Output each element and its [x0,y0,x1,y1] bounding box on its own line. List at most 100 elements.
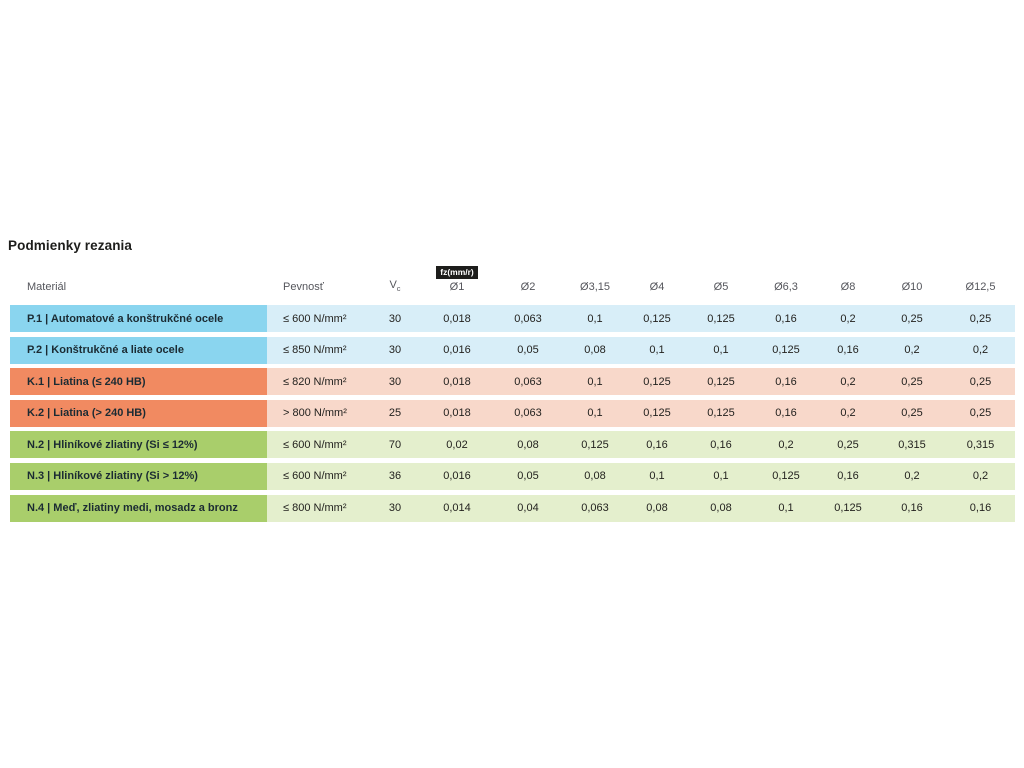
fz-cell: 0,2 [878,336,946,364]
fz-cell: 0,25 [878,305,946,332]
fz-cell: 0,25 [818,431,878,459]
table-row: K.2 | Liatina (> 240 HB) > 800 N/mm² 25 … [10,399,1015,427]
fz-cell: 0,16 [878,494,946,522]
material-cell: N.3 | Hliníkové zliatiny (Si > 12%) [10,462,267,490]
fz-cell: 0,125 [688,368,754,396]
material-cell: P.2 | Konštrukčné a liate ocele [10,336,267,364]
fz-cell: 0,125 [626,368,688,396]
fz-cell: 0,2 [946,336,1015,364]
column-header-vc: Vc [368,279,422,305]
fz-cell: 0,1 [754,494,818,522]
fz-cell: 0,16 [818,462,878,490]
fz-cell: 0,018 [422,305,492,332]
d1-label: Ø1 [449,281,465,293]
fz-cell: 0,125 [818,494,878,522]
fz-cell: 0,2 [818,368,878,396]
fz-cell: 0,125 [688,399,754,427]
material-cell: K.1 | Liatina (≤ 240 HB) [10,368,267,396]
fz-cell: 0,063 [564,494,626,522]
fz-cell: 0,16 [818,336,878,364]
fz-cell: 0,125 [626,399,688,427]
fz-cell: 0,08 [688,494,754,522]
column-header-d8: Ø8 [840,281,856,293]
fz-cell: 0,08 [626,494,688,522]
fz-cell: 0,25 [946,305,1015,332]
table-row: N.3 | Hliníkové zliatiny (Si > 12%) ≤ 60… [10,462,1015,490]
table-row: N.2 | Hliníkové zliatiny (Si ≤ 12%) ≤ 60… [10,431,1015,459]
fz-cell: 0,063 [492,305,564,332]
material-cell: N.2 | Hliníkové zliatiny (Si ≤ 12%) [10,431,267,459]
column-header-d5: Ø5 [713,281,729,293]
fz-cell: 0,125 [626,305,688,332]
fz-cell: 0,2 [818,305,878,332]
fz-cell: 0,063 [492,368,564,396]
fz-cell: 0,2 [946,462,1015,490]
fz-cell: 0,315 [878,431,946,459]
pevnost-cell: ≤ 600 N/mm² [267,431,368,459]
fz-unit-badge: fz(mm/r) [436,266,478,279]
material-cell: K.2 | Liatina (> 240 HB) [10,399,267,427]
fz-cell: 0,018 [422,399,492,427]
fz-cell: 0,08 [564,336,626,364]
column-header-d12-5: Ø12,5 [965,281,996,293]
column-header-d2: Ø2 [520,281,536,293]
vc-cell: 30 [368,368,422,396]
fz-cell: 0,014 [422,494,492,522]
fz-cell: 0,05 [492,336,564,364]
fz-cell: 0,1 [688,462,754,490]
cutting-conditions-table: Materiál Pevnosť Vc fz(mm/r) Ø1 Ø2 Ø3,15… [10,263,1015,526]
vc-label: V [389,278,397,291]
fz-cell: 0,1 [564,305,626,332]
table-header-row: Materiál Pevnosť Vc fz(mm/r) Ø1 Ø2 Ø3,15… [10,263,1015,305]
fz-cell: 0,125 [688,305,754,332]
vc-cell: 70 [368,431,422,459]
vc-cell: 30 [368,494,422,522]
column-header-d10: Ø10 [901,281,923,293]
column-header-d3-15: Ø3,15 [580,281,610,293]
column-header-d1: fz(mm/r) Ø1 [422,266,492,305]
pevnost-cell: ≤ 600 N/mm² [267,462,368,490]
table-row: N.4 | Meď, zliatiny medi, mosadz a bronz… [10,494,1015,522]
fz-cell: 0,08 [492,431,564,459]
fz-cell: 0,16 [946,494,1015,522]
fz-cell: 0,1 [688,336,754,364]
fz-cell: 0,1 [626,462,688,490]
fz-cell: 0,016 [422,336,492,364]
fz-cell: 0,25 [946,368,1015,396]
fz-cell: 0,16 [688,431,754,459]
vc-cell: 25 [368,399,422,427]
vc-cell: 36 [368,462,422,490]
fz-cell: 0,1 [626,336,688,364]
fz-cell: 0,25 [878,399,946,427]
page-title: Podmienky rezania [8,238,132,253]
vc-subscript: c [396,284,401,293]
fz-cell: 0,2 [878,462,946,490]
pevnost-cell: ≤ 820 N/mm² [267,368,368,396]
fz-cell: 0,25 [946,399,1015,427]
pevnost-cell: ≤ 800 N/mm² [267,494,368,522]
fz-cell: 0,125 [754,462,818,490]
pevnost-cell: ≤ 600 N/mm² [267,305,368,332]
fz-cell: 0,02 [422,431,492,459]
fz-cell: 0,063 [492,399,564,427]
pevnost-cell: ≤ 850 N/mm² [267,336,368,364]
fz-cell: 0,2 [818,399,878,427]
column-header-d4: Ø4 [649,281,665,293]
fz-cell: 0,08 [564,462,626,490]
table-row: P.1 | Automatové a konštrukčné ocele ≤ 6… [10,305,1015,332]
fz-cell: 0,2 [754,431,818,459]
material-cell: N.4 | Meď, zliatiny medi, mosadz a bronz [10,494,267,522]
material-cell: P.1 | Automatové a konštrukčné ocele [10,305,267,332]
fz-cell: 0,125 [754,336,818,364]
fz-cell: 0,016 [422,462,492,490]
column-header-material: Materiál [27,281,67,293]
fz-cell: 0,16 [626,431,688,459]
fz-cell: 0,16 [754,305,818,332]
fz-cell: 0,16 [754,399,818,427]
fz-cell: 0,05 [492,462,564,490]
table-row: K.1 | Liatina (≤ 240 HB) ≤ 820 N/mm² 30 … [10,368,1015,396]
vc-cell: 30 [368,305,422,332]
column-header-pevnost: Pevnosť [283,281,324,293]
fz-cell: 0,1 [564,399,626,427]
